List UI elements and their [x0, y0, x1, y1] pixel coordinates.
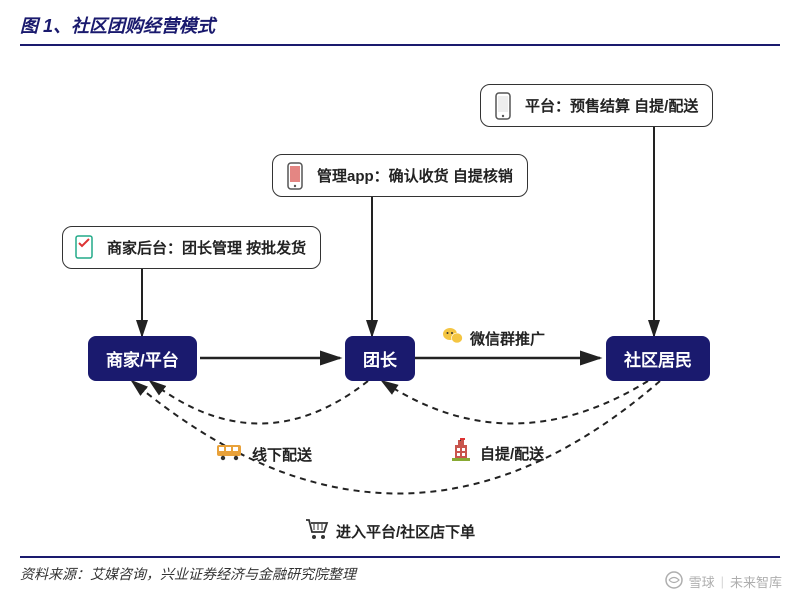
merchant-backend-text: 商家后台：团长管理 按批发货 [107, 240, 306, 257]
merchant-backend-box: 商家后台：团长管理 按批发货 [62, 226, 321, 269]
platform-box: 平台：预售结算 自提/配送 [480, 84, 713, 127]
order-label: 进入平台/社区店下单 [304, 518, 475, 544]
xueqiu-logo-icon [665, 571, 683, 592]
node-merchant: 商家/平台 [88, 336, 197, 381]
manage-app-box: 管理app：确认收货 自提核销 [272, 154, 528, 197]
node-leader: 团长 [345, 336, 415, 381]
diagram-canvas: 商家后台：团长管理 按批发货 管理app：确认收货 自提核销 平台：预售结算 自… [0, 46, 800, 566]
clipboard-icon [73, 234, 97, 262]
phone-icon-2 [491, 92, 515, 120]
wechat-promo-label: 微信群推广 [442, 326, 545, 350]
pickup-delivery-label: 自提/配送 [448, 438, 544, 468]
building-icon [448, 438, 474, 468]
phone-icon [283, 162, 307, 190]
watermark: 雪球 | 未来智库 [665, 571, 782, 592]
node-resident: 社区居民 [606, 336, 710, 381]
figure-title: 图 1、社区团购经营模式 [20, 12, 780, 46]
bus-icon [216, 442, 246, 466]
wechat-icon [442, 326, 464, 350]
cart-icon [304, 518, 330, 544]
platform-box-text: 平台：预售结算 自提/配送 [525, 98, 698, 115]
offline-delivery-label: 线下配送 [216, 442, 312, 466]
manage-app-text: 管理app：确认收货 自提核销 [317, 168, 513, 185]
